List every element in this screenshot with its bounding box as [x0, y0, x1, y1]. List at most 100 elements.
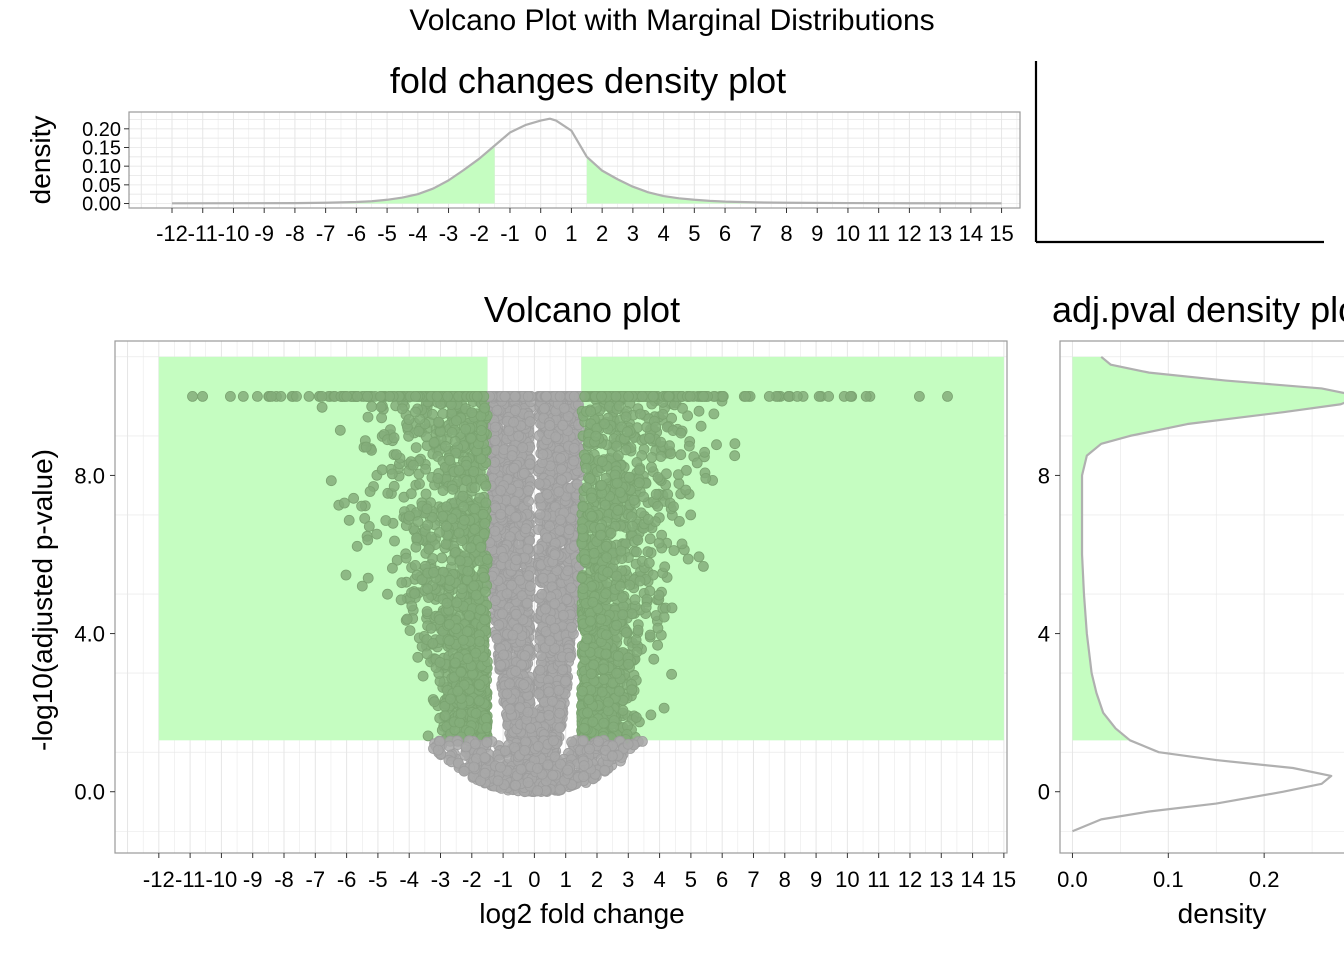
- x-tick-label: 15: [989, 221, 1013, 246]
- point-nonsignificant: [544, 420, 556, 431]
- point-nonsignificant: [541, 532, 553, 544]
- density-curve: [172, 117, 1002, 205]
- point-nonsignificant: [511, 554, 522, 566]
- x-tick-label: 3: [627, 221, 639, 246]
- point-nonsignificant: [539, 402, 550, 414]
- x-tick-label: -4: [408, 221, 428, 246]
- x-tick-label: 13: [928, 221, 952, 246]
- point-significant: [388, 480, 400, 492]
- point-nonsignificant: [533, 478, 545, 490]
- point-significant: [351, 540, 363, 552]
- point-nonsignificant: [549, 623, 561, 634]
- point-nonsignificant: [489, 525, 501, 537]
- point-significant: [396, 577, 408, 589]
- point-significant: [644, 629, 656, 641]
- point-nonsignificant: [568, 442, 580, 454]
- point-nonsignificant: [544, 635, 556, 647]
- figure-title: Volcano Plot with Marginal Distributions: [409, 4, 935, 37]
- fold-density-y-ticks: 0.000.050.100.150.20: [82, 119, 129, 216]
- point-nonsignificant: [537, 572, 549, 584]
- point-significant: [478, 571, 490, 583]
- point-significant: [645, 709, 657, 721]
- point-significant: [421, 606, 433, 617]
- point-nonsignificant: [562, 565, 574, 577]
- point-significant: [666, 602, 678, 614]
- x-tick-label: -11: [188, 221, 218, 246]
- fold-density-x-ticks: -12 -11 -10 -9 -8 -7 -6 -5 -4 -3 -2 -1 0 1 2 3 4 5 6 7 8 9 10 1…: [156, 208, 1014, 246]
- y-tick-label: 0.15: [82, 137, 121, 159]
- point-nonsignificant: [522, 543, 534, 555]
- fold-density-highlight: [172, 145, 1002, 204]
- point-nonsignificant: [549, 598, 561, 609]
- fold-density-border: [128, 111, 1021, 209]
- point-nonsignificant: [557, 664, 569, 676]
- point-significant: [580, 462, 592, 474]
- point-nonsignificant: [491, 404, 503, 416]
- point-significant: [480, 480, 492, 492]
- point-significant: [675, 427, 687, 439]
- x-tick-label: -10: [218, 221, 250, 246]
- point-significant: [617, 592, 628, 603]
- point-significant: [584, 473, 596, 485]
- point-significant: [390, 449, 402, 460]
- x-tick-label: 6: [719, 221, 731, 246]
- point-nonsignificant: [533, 688, 545, 700]
- point-significant: [437, 485, 449, 497]
- point-nonsignificant: [564, 651, 576, 663]
- x-tick-label: 8: [780, 221, 792, 246]
- y-tick-label: 0.10: [82, 156, 121, 178]
- point-significant: [708, 408, 720, 420]
- point-significant: [685, 509, 697, 521]
- x-tick-label: -5: [377, 221, 397, 246]
- point-nonsignificant: [510, 608, 522, 620]
- x-tick-label: 2: [596, 221, 608, 246]
- point-significant: [729, 438, 741, 450]
- point-nonsignificant: [510, 511, 522, 523]
- point-nonsignificant: [565, 582, 577, 594]
- point-nonsignificant: [525, 580, 536, 592]
- point-significant: [627, 520, 638, 532]
- point-nonsignificant: [518, 467, 530, 479]
- point-significant: [620, 411, 632, 423]
- point-nonsignificant: [495, 659, 507, 671]
- x-tick-label: 9: [811, 221, 823, 246]
- point-significant: [340, 569, 352, 581]
- point-significant: [343, 514, 355, 526]
- x-tick-label: -2: [469, 221, 489, 246]
- point-nonsignificant: [495, 485, 507, 496]
- point-nonsignificant: [524, 416, 536, 428]
- point-nonsignificant: [521, 597, 533, 609]
- point-significant: [700, 472, 712, 484]
- point-significant: [376, 412, 388, 424]
- point-significant: [396, 403, 408, 415]
- point-significant: [356, 500, 368, 512]
- point-significant: [422, 519, 434, 531]
- point-nonsignificant: [513, 430, 524, 442]
- point-significant: [655, 451, 667, 462]
- point-nonsignificant: [523, 570, 535, 581]
- x-tick-label: 14: [959, 221, 983, 246]
- point-nonsignificant: [553, 486, 565, 498]
- fold-density-panel: fold changes density plot density -12 -11…: [25, 60, 1021, 246]
- point-nonsignificant: [501, 588, 513, 600]
- point-nonsignificant: [534, 664, 546, 676]
- volcano-title: Volcano plot: [484, 289, 680, 330]
- point-significant: [440, 538, 452, 550]
- point-significant: [417, 670, 429, 682]
- x-tick-label: -9: [254, 221, 274, 246]
- point-significant: [389, 535, 400, 547]
- point-significant: [693, 551, 705, 563]
- point-significant: [666, 668, 677, 680]
- point-nonsignificant: [554, 722, 566, 734]
- point-significant: [652, 622, 664, 634]
- volcano-panel: Volcano plot log2 fold change -log10(adj…: [27, 289, 1016, 929]
- point-significant: [658, 702, 670, 714]
- y-tick-label: 0.05: [82, 175, 121, 197]
- point-significant: [628, 494, 640, 506]
- point-significant: [611, 440, 622, 452]
- point-significant: [363, 521, 375, 532]
- point-nonsignificant: [554, 707, 566, 719]
- point-significant: [409, 588, 421, 599]
- x-tick-label: 0: [535, 221, 547, 246]
- x-tick-label: 11: [867, 221, 890, 246]
